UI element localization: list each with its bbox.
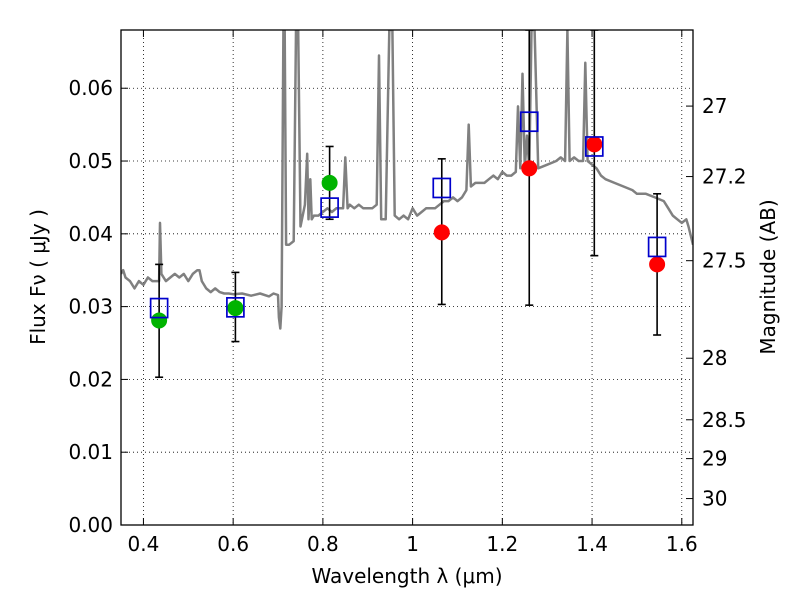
grid (121, 30, 693, 526)
y-tick-label: 0.03 (68, 295, 113, 319)
tick-labels: 0.4 0.6 0.8 1 1.2 1.4 1.6 0.00 0.01 0.02 0.03 0.04 0… (68, 76, 746, 556)
mag-tick-label: 27.2 (702, 165, 747, 189)
model-square (226, 296, 245, 318)
red-point (521, 160, 538, 177)
x-tick-label: 1.4 (576, 532, 608, 556)
green-point (227, 300, 244, 317)
x-tick-label: 0.4 (128, 532, 160, 556)
y-tick-label: 0.01 (68, 440, 113, 464)
red-point (649, 256, 666, 273)
mag-tick-label: 29 (702, 447, 727, 471)
x-axis-title: Wavelength λ (μm) (311, 564, 502, 588)
spectrum-layer (121, 30, 693, 330)
green-point (321, 174, 338, 191)
mag-tick-label: 27 (702, 94, 727, 118)
ticks (121, 30, 693, 526)
y-tick-label: 0.02 (68, 367, 113, 391)
x-tick-label: 0.8 (307, 532, 339, 556)
green-point (151, 312, 168, 329)
y-tick-label: 0.06 (68, 76, 113, 100)
model-square (432, 177, 452, 199)
model-square (149, 297, 169, 319)
x-tick-label: 1.6 (666, 532, 698, 556)
model-square (320, 197, 339, 218)
y-tick-label: 0.05 (68, 149, 113, 173)
y-axis-title: Flux Fν ( μJy ) (26, 209, 50, 345)
mag-tick-label: 28.5 (702, 408, 747, 432)
model-square (647, 236, 667, 258)
y-tick-label: 0.04 (68, 222, 113, 246)
y2-axis-title: Magnitude (AB) (756, 199, 780, 354)
model-square (584, 136, 604, 157)
x-tick-label: 0.6 (217, 532, 249, 556)
red-point (433, 224, 450, 241)
mag-tick-label: 30 (702, 487, 727, 511)
y-tick-label: 0.00 (68, 513, 113, 537)
x-tick-label: 1 (406, 532, 419, 556)
plot-frame (120, 29, 694, 526)
model-points-layer (149, 111, 667, 319)
x-tick-label: 1.2 (486, 532, 518, 556)
mag-tick-label: 28 (702, 346, 727, 370)
model-square (519, 111, 539, 133)
red-point (586, 136, 603, 153)
observed-points-layer (151, 136, 666, 329)
spectrum-line (121, 30, 693, 330)
mag-tick-label: 27.5 (702, 249, 747, 273)
